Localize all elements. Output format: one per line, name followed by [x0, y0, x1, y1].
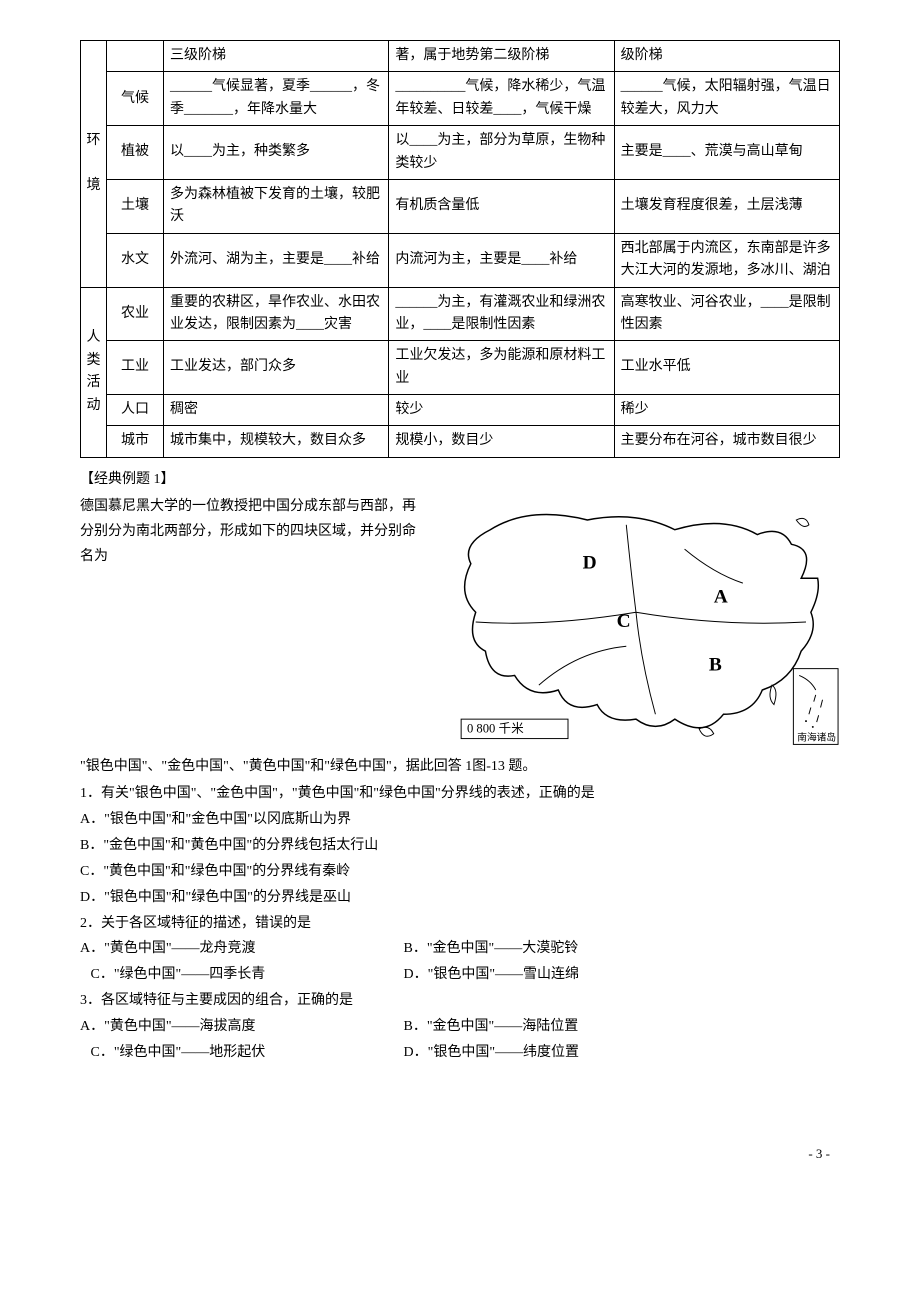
- q2-stem: 2．关于各区域特征的描述，错误的是: [80, 911, 840, 937]
- q2-opt-d: D．"银色中国"——雪山连绵: [404, 967, 580, 982]
- q3-opt-b: B．"金色中国"——海陆位置: [404, 1019, 579, 1034]
- sub-hydro: 水文: [107, 233, 164, 287]
- map-label-b: B: [709, 654, 722, 675]
- sub-city: 城市: [107, 426, 164, 457]
- q1-opt-c: C．"黄色中国"和"绿色中国"的分界线有秦岭: [80, 859, 840, 885]
- pop-b: 较少: [389, 395, 614, 426]
- sub-vegetation: 植被: [107, 126, 164, 180]
- q1-opt-a: A．"银色中国"和"金色中国"以冈底斯山为界: [80, 807, 840, 833]
- sub-pop: 人口: [107, 395, 164, 426]
- sub-terrain: [107, 41, 164, 72]
- example-intro: 德国慕尼黑大学的一位教授把中国分成东部与西部，再分别分为南北两部分，形成如下的四…: [80, 494, 420, 570]
- climate-c: ______气候，太阳辐射强，气温日较差大，风力大: [614, 72, 839, 126]
- city-c: 主要分布在河谷，城市数目很少: [614, 426, 839, 457]
- vegetation-a: 以____为主，种类繁多: [164, 126, 389, 180]
- map-corner: 南海诸岛: [797, 730, 836, 743]
- sub-agri: 农业: [107, 287, 164, 341]
- q2-opt-c: C．"绿色中国"——四季长青: [80, 962, 400, 988]
- climate-a: ______气候显著，夏季______，冬季_______，年降水量大: [164, 72, 389, 126]
- terrain-c: 级阶梯: [614, 41, 839, 72]
- comparison-table: 环境 三级阶梯 著，属于地势第二级阶梯 级阶梯 气候 ______气候显著，夏季…: [80, 40, 840, 458]
- map-scale: 0 800 千米: [467, 722, 524, 736]
- industry-c: 工业水平低: [614, 341, 839, 395]
- q2-opt-a: A．"黄色中国"——龙舟竞渡: [80, 936, 400, 962]
- vegetation-c: 主要是____、荒漠与高山草甸: [614, 126, 839, 180]
- pop-c: 稀少: [614, 395, 839, 426]
- city-b: 规模小，数目少: [389, 426, 614, 457]
- map-svg: D C A B 0 800 千米 南海诸岛: [432, 492, 840, 752]
- terrain-b: 著，属于地势第二级阶梯: [389, 41, 614, 72]
- hydro-c: 西北部属于内流区，东南部是许多大江大河的发源地，多冰川、湖泊: [614, 233, 839, 287]
- agri-a: 重要的农耕区，旱作农业、水田农业发达，限制因素为____灾害: [164, 287, 389, 341]
- example-intro2: "银色中国"、"金色中国"、"黄色中国"和"绿色中国"，据此回答 1图-13 题…: [80, 754, 840, 779]
- pop-a: 稠密: [164, 395, 389, 426]
- soil-c: 土壤发育程度很差，土层浅薄: [614, 179, 839, 233]
- q1-opt-b: B．"金色中国"和"黄色中国"的分界线包括太行山: [80, 833, 840, 859]
- sub-industry: 工业: [107, 341, 164, 395]
- question-block: 1．有关"银色中国"、"金色中国"，"黄色中国"和"绿色中国"分界线的表述，正确…: [80, 781, 840, 1066]
- sub-climate: 气候: [107, 72, 164, 126]
- map-label-a: A: [714, 586, 728, 607]
- q3-opt-d: D．"银色中国"——纬度位置: [404, 1045, 580, 1060]
- soil-a: 多为森林植被下发育的土壤，较肥沃: [164, 179, 389, 233]
- q3-opt-c: C．"绿色中国"——地形起伏: [80, 1040, 400, 1066]
- group-human: 人类活动: [81, 287, 107, 457]
- soil-b: 有机质含量低: [389, 179, 614, 233]
- q2-opt-b: B．"金色中国"——大漠驼铃: [404, 941, 579, 956]
- group-env: 环境: [81, 41, 107, 288]
- china-map: D C A B 0 800 千米 南海诸岛: [432, 492, 840, 752]
- page-number: - 3 -: [80, 1146, 840, 1162]
- city-a: 城市集中，规模较大，数目众多: [164, 426, 389, 457]
- climate-b: __________气候，降水稀少，气温年较差、日较差____，气候干燥: [389, 72, 614, 126]
- q3-opt-a: A．"黄色中国"——海拔高度: [80, 1014, 400, 1040]
- hydro-a: 外流河、湖为主，主要是____补给: [164, 233, 389, 287]
- agri-c: 高寒牧业、河谷农业，____是限制性因素: [614, 287, 839, 341]
- sub-soil: 土壤: [107, 179, 164, 233]
- map-label-d: D: [583, 552, 597, 573]
- vegetation-b: 以____为主，部分为草原，生物种类较少: [389, 126, 614, 180]
- q1-stem: 1．有关"银色中国"、"金色中国"，"黄色中国"和"绿色中国"分界线的表述，正确…: [80, 781, 840, 807]
- industry-b: 工业欠发达，多为能源和原材料工业: [389, 341, 614, 395]
- q1-opt-d: D．"银色中国"和"绿色中国"的分界线是巫山: [80, 885, 840, 911]
- q3-stem: 3．各区域特征与主要成因的组合，正确的是: [80, 988, 840, 1014]
- agri-b: ______为主，有灌溉农业和绿洲农业，____是限制性因素: [389, 287, 614, 341]
- industry-a: 工业发达，部门众多: [164, 341, 389, 395]
- example-title: 【经典例题 1】: [80, 468, 840, 488]
- map-label-c: C: [617, 611, 631, 632]
- terrain-a: 三级阶梯: [164, 41, 389, 72]
- hydro-b: 内流河为主，主要是____补给: [389, 233, 614, 287]
